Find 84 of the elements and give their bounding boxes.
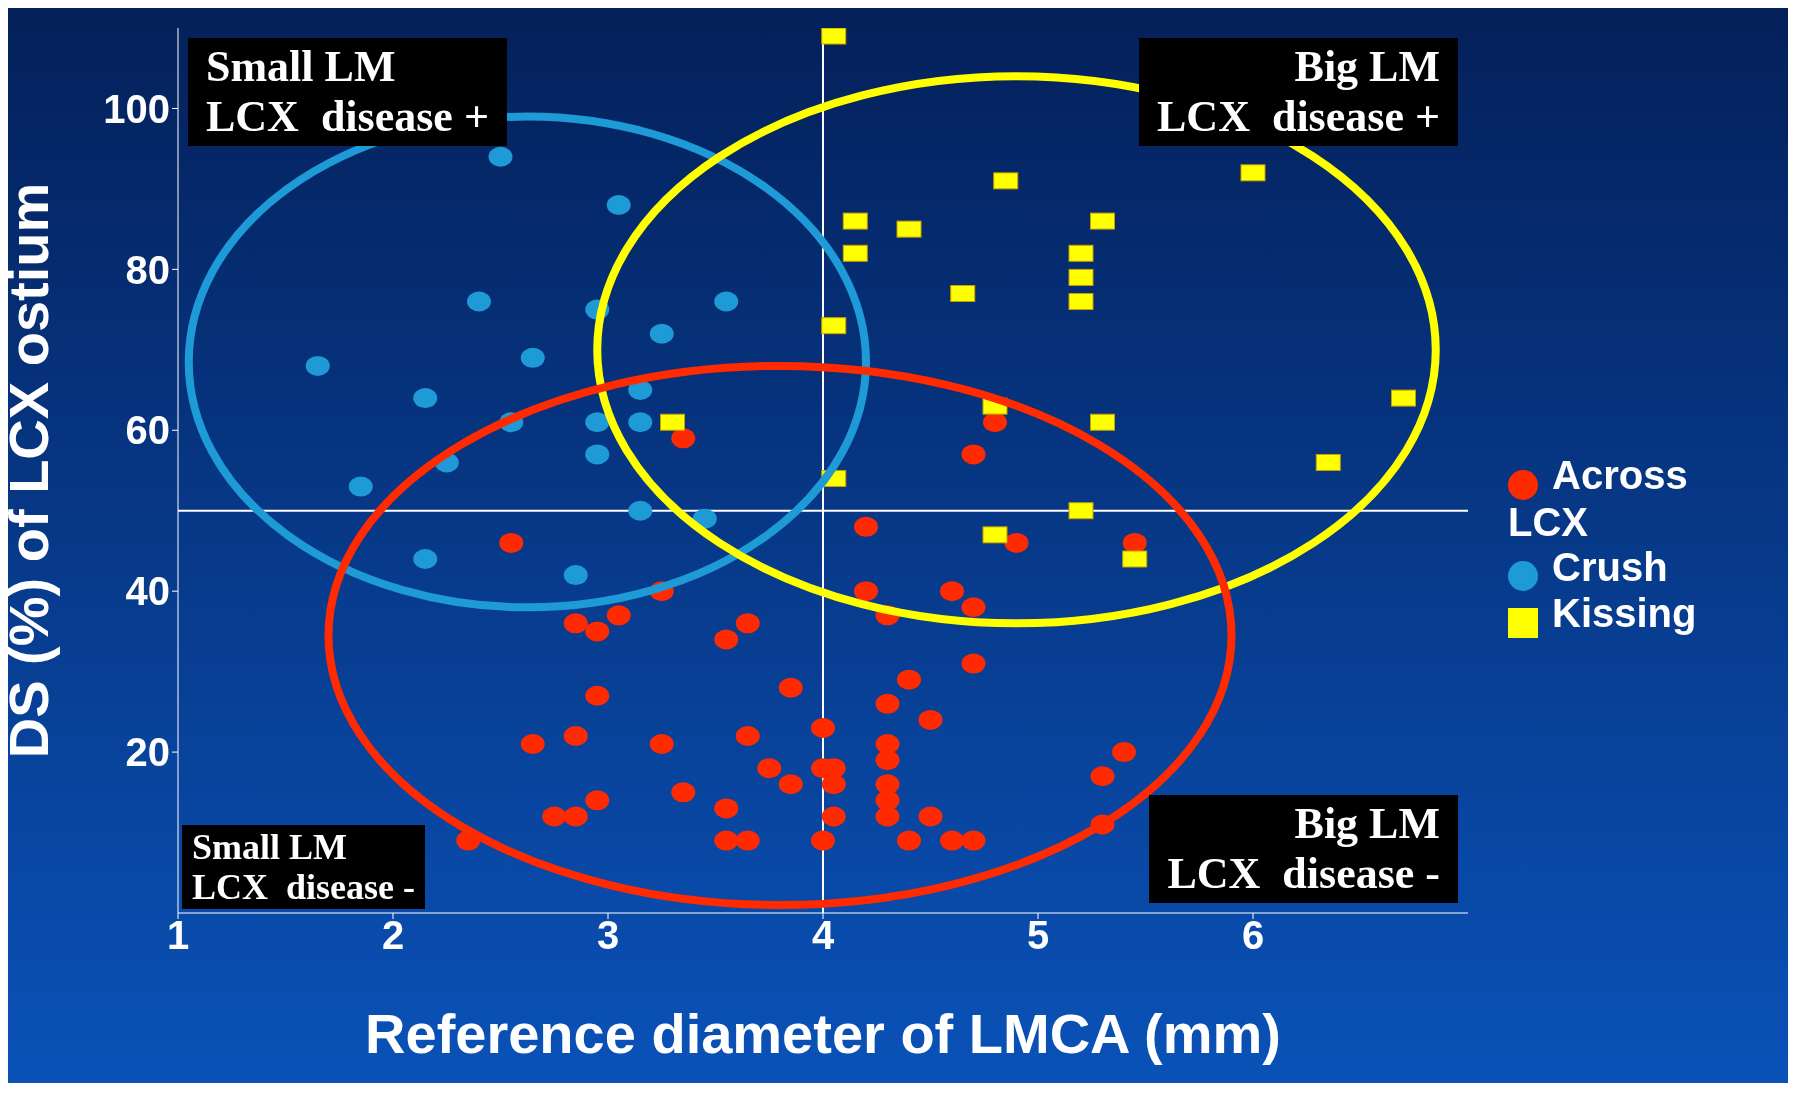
point (1090, 212, 1115, 230)
point (940, 581, 964, 602)
point (585, 412, 610, 433)
point (875, 693, 900, 714)
x-tick-label: 2 (381, 913, 405, 958)
point (778, 774, 803, 795)
point (735, 830, 760, 851)
legend-label: Crush (1552, 544, 1668, 589)
point (897, 669, 921, 690)
point (305, 355, 330, 376)
point (757, 758, 782, 779)
point (918, 806, 943, 827)
point (811, 717, 835, 738)
y-tick-label: 40 (125, 569, 170, 614)
point (488, 146, 513, 167)
x-tick-label: 1 (166, 913, 190, 958)
x-tick-label: 3 (596, 913, 620, 958)
point (854, 581, 878, 602)
annotation: Small LM LCX disease - (182, 825, 425, 909)
point (542, 806, 567, 827)
annotation: Big LM LCX disease - (1149, 795, 1458, 903)
point (1112, 742, 1136, 763)
point (961, 597, 986, 618)
legend-label: Across LCX (1508, 452, 1688, 544)
point (778, 677, 803, 698)
y-tick-label: 60 (125, 408, 170, 453)
point (735, 613, 760, 634)
point (1391, 389, 1416, 407)
annotation: Big LM LCX disease + (1139, 38, 1458, 146)
x-tick-label: 4 (811, 913, 835, 958)
y-tick-label: 80 (125, 247, 170, 292)
point (520, 734, 545, 755)
point (563, 565, 588, 586)
point (897, 830, 921, 851)
point (348, 476, 373, 497)
point (854, 516, 878, 537)
point (499, 532, 524, 553)
point (585, 444, 610, 465)
point (1004, 532, 1029, 553)
annotation: Small LM LCX disease + (188, 38, 507, 146)
point (735, 726, 760, 746)
point (563, 806, 588, 827)
point (714, 629, 739, 650)
point (1090, 413, 1115, 431)
point (961, 830, 986, 851)
point (563, 613, 588, 634)
point (671, 428, 696, 449)
point (1090, 766, 1115, 787)
x-tick-label: 5 (1026, 913, 1050, 958)
point (821, 774, 846, 795)
point (714, 291, 739, 312)
point (961, 444, 986, 465)
point (628, 412, 653, 433)
point (961, 653, 986, 674)
point (671, 782, 696, 803)
point (714, 798, 739, 819)
point (714, 830, 739, 851)
point (983, 412, 1007, 433)
legend-label: Kissing (1552, 591, 1697, 636)
point (413, 388, 438, 409)
point (606, 195, 631, 215)
point (875, 750, 900, 771)
point (1122, 532, 1147, 553)
point (649, 734, 674, 755)
point (660, 413, 685, 431)
point (467, 291, 491, 312)
point (821, 806, 846, 827)
point (875, 806, 900, 827)
y-tick-label: 20 (125, 730, 170, 775)
point (811, 830, 835, 851)
point (585, 790, 610, 811)
point (563, 726, 588, 746)
point (585, 685, 610, 706)
point (520, 347, 545, 368)
point (628, 500, 653, 521)
x-axis-title: Reference diameter of LMCA (mm) (365, 1002, 1281, 1065)
point (585, 621, 610, 642)
y-tick-label: 100 (103, 86, 170, 131)
point (918, 709, 943, 730)
point (649, 323, 674, 344)
point (940, 830, 964, 851)
x-tick-label: 6 (1241, 913, 1265, 958)
point (413, 549, 438, 569)
point (606, 605, 631, 626)
